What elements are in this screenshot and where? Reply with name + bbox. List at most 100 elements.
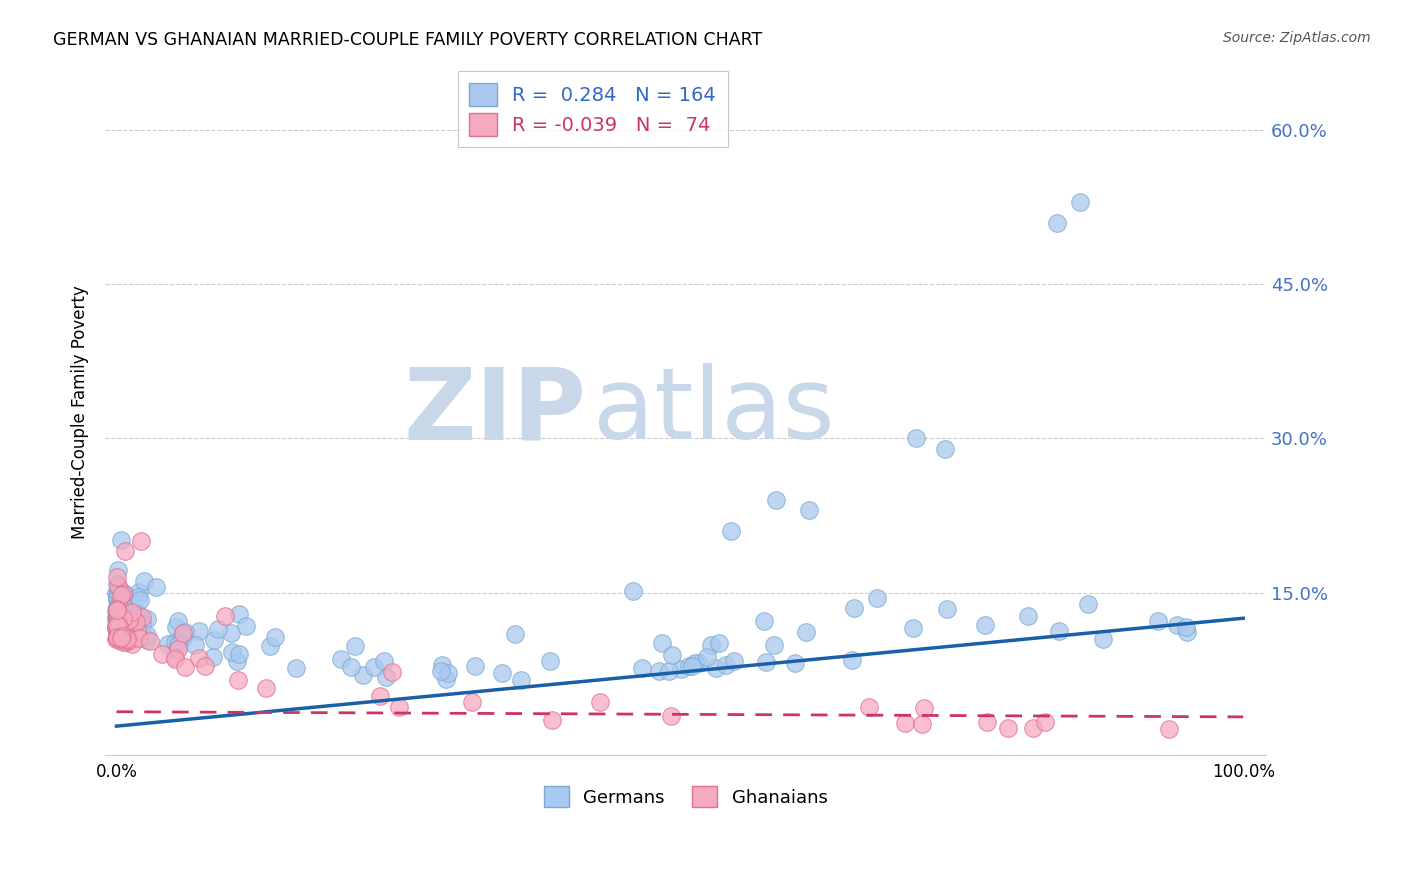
- Point: [121, 606, 143, 620]
- Point: [134, 630, 156, 644]
- Point: [107, 627, 129, 641]
- Point: [352, 667, 374, 681]
- Point: [118, 620, 141, 634]
- Point: [136, 628, 159, 642]
- Legend: Germans, Ghanaians: Germans, Ghanaians: [536, 780, 835, 814]
- Point: [111, 620, 134, 634]
- Point: [117, 621, 139, 635]
- Point: [107, 615, 129, 630]
- Point: [105, 600, 128, 615]
- Point: [661, 648, 683, 663]
- Point: [678, 659, 700, 673]
- Point: [129, 534, 152, 549]
- Point: [115, 624, 138, 638]
- Point: [125, 626, 148, 640]
- Point: [105, 620, 128, 634]
- Point: [105, 591, 128, 606]
- Point: [381, 665, 404, 679]
- Point: [688, 656, 710, 670]
- Point: [201, 650, 224, 665]
- Point: [540, 713, 562, 727]
- Point: [589, 696, 612, 710]
- Point: [911, 717, 934, 731]
- Point: [214, 609, 236, 624]
- Point: [108, 628, 131, 642]
- Point: [165, 620, 187, 634]
- Point: [128, 608, 150, 623]
- Point: [1092, 632, 1115, 647]
- Point: [112, 624, 135, 638]
- Point: [460, 695, 482, 709]
- Point: [111, 587, 134, 601]
- Point: [110, 591, 132, 605]
- Point: [343, 639, 366, 653]
- Point: [105, 601, 128, 615]
- Point: [111, 596, 134, 610]
- Point: [264, 630, 287, 644]
- Point: [111, 613, 134, 627]
- Point: [631, 661, 654, 675]
- Point: [105, 630, 128, 644]
- Point: [207, 622, 229, 636]
- Point: [226, 654, 249, 668]
- Point: [145, 580, 167, 594]
- Point: [108, 599, 131, 613]
- Point: [105, 630, 128, 644]
- Point: [105, 612, 128, 626]
- Point: [112, 600, 135, 615]
- Point: [683, 656, 706, 670]
- Point: [105, 585, 128, 599]
- Point: [794, 624, 817, 639]
- Point: [754, 655, 776, 669]
- Point: [437, 666, 460, 681]
- Point: [127, 624, 149, 638]
- Point: [704, 661, 727, 675]
- Point: [235, 618, 257, 632]
- Point: [139, 633, 162, 648]
- Point: [110, 596, 132, 610]
- Point: [105, 599, 128, 614]
- Point: [219, 625, 242, 640]
- Point: [107, 563, 129, 577]
- Point: [105, 610, 128, 624]
- Point: [107, 616, 129, 631]
- Point: [110, 588, 132, 602]
- Point: [105, 603, 128, 617]
- Point: [538, 654, 561, 668]
- Point: [105, 614, 128, 628]
- Point: [132, 631, 155, 645]
- Point: [125, 615, 148, 629]
- Point: [105, 620, 128, 634]
- Point: [150, 647, 173, 661]
- Point: [115, 632, 138, 647]
- Point: [115, 619, 138, 633]
- Point: [844, 601, 866, 615]
- Point: [1157, 722, 1180, 736]
- Text: GERMAN VS GHANAIAN MARRIED-COUPLE FAMILY POVERTY CORRELATION CHART: GERMAN VS GHANAIAN MARRIED-COUPLE FAMILY…: [53, 31, 762, 49]
- Point: [105, 570, 128, 584]
- Point: [163, 649, 186, 664]
- Point: [111, 594, 134, 608]
- Point: [107, 579, 129, 593]
- Point: [105, 618, 128, 632]
- Point: [105, 632, 128, 646]
- Point: [228, 647, 250, 661]
- Point: [111, 613, 134, 627]
- Point: [658, 664, 681, 678]
- Point: [124, 606, 146, 620]
- Point: [105, 606, 128, 620]
- Point: [105, 592, 128, 607]
- Point: [111, 624, 134, 638]
- Point: [111, 624, 134, 638]
- Point: [128, 585, 150, 599]
- Point: [762, 638, 785, 652]
- Point: [167, 633, 190, 648]
- Point: [105, 630, 128, 644]
- Point: [188, 624, 211, 638]
- Point: [866, 591, 889, 605]
- Point: [432, 657, 454, 672]
- Point: [107, 616, 129, 631]
- Point: [110, 533, 132, 547]
- Point: [388, 700, 411, 714]
- Point: [120, 618, 142, 632]
